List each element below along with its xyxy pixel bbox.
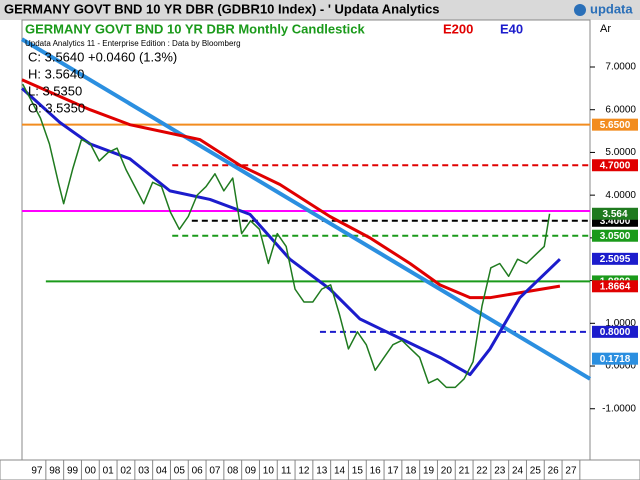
x-tick-label: 04	[156, 466, 168, 477]
x-tick-label: 03	[138, 466, 150, 477]
value-box	[592, 229, 638, 242]
value-box-label: 3.0500	[600, 231, 631, 242]
legend-entry: E200	[443, 21, 473, 36]
x-tick-label: 17	[387, 466, 399, 477]
corner-label: Ar	[600, 23, 611, 35]
x-tick-label: 14	[334, 466, 346, 477]
x-tick-label: 02	[120, 466, 132, 477]
ohlc: L: 3.5350	[28, 83, 82, 98]
value-box	[592, 118, 638, 131]
x-tick-label: 22	[476, 466, 488, 477]
y-tick-label: 6.0000	[605, 104, 636, 115]
x-tick-label: 10	[263, 466, 275, 477]
x-tick-label: 26	[548, 466, 560, 477]
x-tick-label: 15	[352, 466, 364, 477]
y-tick-label: 1.0000	[605, 318, 636, 329]
x-tick-label: 00	[85, 466, 97, 477]
window-title: GERMANY GOVT BND 10 YR DBR (GDBR10 Index…	[4, 1, 440, 16]
y-tick-label: 7.0000	[605, 62, 636, 73]
value-box-label: 2.5095	[600, 254, 631, 265]
x-tick-label: 13	[316, 466, 328, 477]
value-box	[592, 159, 638, 172]
x-tick-label: 19	[423, 466, 435, 477]
header-bar	[0, 0, 640, 20]
plot	[20, 37, 592, 389]
x-tick-label: 12	[298, 466, 310, 477]
value-box	[592, 252, 638, 265]
legend-entry: E40	[500, 21, 523, 36]
value-box	[592, 207, 638, 220]
trendline	[20, 37, 592, 381]
y-tick-label: -1.0000	[602, 403, 636, 414]
ohlc: H: 3.5640	[28, 66, 84, 81]
value-box-label: 4.7000	[600, 160, 631, 171]
x-tick-label: 06	[192, 466, 204, 477]
subtitle: Updata Analytics 11 - Enterprise Edition…	[25, 39, 241, 48]
x-tick-label: 24	[512, 466, 524, 477]
ohlc: O: 3.5350	[28, 100, 85, 115]
x-tick-label: 25	[530, 466, 542, 477]
x-tick-label: 11	[281, 466, 292, 477]
value-box-label: 3.4000	[600, 216, 631, 227]
price-line	[22, 83, 551, 389]
x-tick-label: 07	[209, 466, 221, 477]
y-tick-label: 4.0000	[605, 190, 636, 201]
value-box	[592, 280, 638, 293]
x-tick-label: 27	[565, 466, 577, 477]
value-box	[592, 352, 638, 365]
x-tick-label: 20	[441, 466, 453, 477]
value-box	[592, 325, 638, 338]
value-box-label: 0.1718	[600, 354, 631, 365]
x-tick-label: 08	[227, 466, 239, 477]
value-box-label: 0.8000	[600, 327, 631, 338]
x-axis-bg	[0, 459, 640, 480]
plot-area	[21, 19, 591, 461]
x-tick-label: 99	[67, 466, 79, 477]
y-tick-label: 5.0000	[605, 147, 636, 158]
ohlc: C: 3.5640 +0.0460 (1.3%)	[28, 49, 177, 64]
ema-line	[21, 78, 561, 300]
y-tick-label: 0.0000	[605, 361, 636, 372]
x-tick-label: 18	[405, 466, 417, 477]
x-tick-label: 21	[459, 466, 471, 477]
x-tick-label: 01	[103, 466, 115, 477]
chart-title: GERMANY GOVT BND 10 YR DBR Monthly Candl…	[25, 21, 366, 36]
value-box-label: 5.6500	[600, 120, 631, 131]
x-tick-label: 05	[174, 466, 186, 477]
x-tick-label: 23	[494, 466, 506, 477]
value-box-label: 3.564	[602, 209, 627, 220]
value-box-label: 1.8664	[600, 281, 631, 292]
logo: updata	[590, 1, 633, 16]
x-tick-label: 97	[31, 466, 43, 477]
x-tick-label: 16	[370, 466, 382, 477]
x-tick-label: 98	[49, 466, 61, 477]
x-tick-label: 09	[245, 466, 257, 477]
logo-icon	[574, 4, 586, 16]
